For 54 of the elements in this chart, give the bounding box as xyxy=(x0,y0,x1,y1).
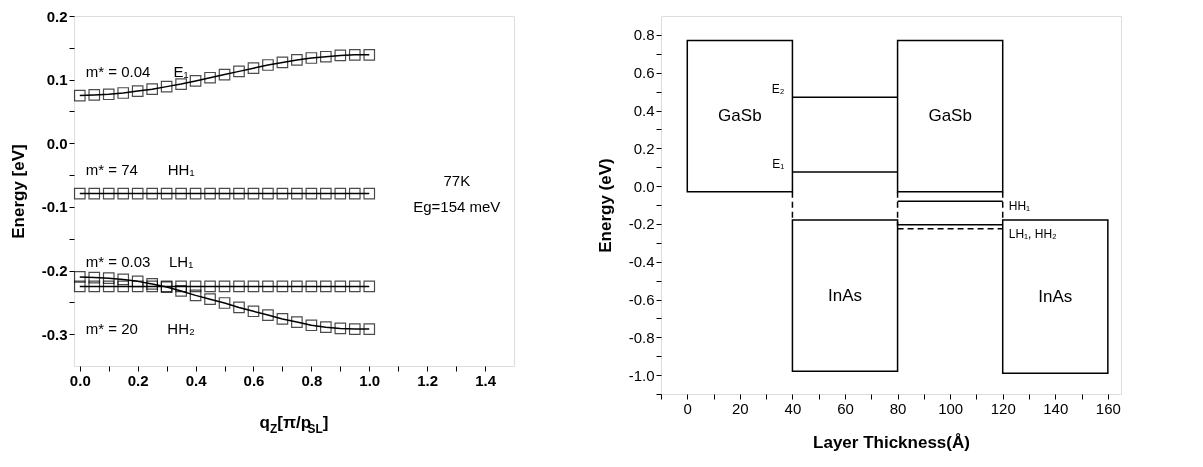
y-tick-label: -0.2 xyxy=(41,262,68,280)
annotation: m* = 0.04 xyxy=(85,62,151,80)
x-tick-label: 40 xyxy=(784,399,802,417)
y-tick-label: -0.8 xyxy=(628,328,655,346)
x-tick-label: 0.2 xyxy=(127,371,149,389)
x-tick-label: 100 xyxy=(938,399,964,417)
y-axis-title: Energy [eV] xyxy=(8,144,28,239)
y-axis-title: Energy (eV) xyxy=(595,158,615,253)
x-tick-label: 20 xyxy=(732,399,749,417)
series-label: HH₁ xyxy=(167,160,195,178)
x-tick-label: 0.8 xyxy=(301,371,323,389)
y-tick-label: -0.6 xyxy=(628,291,655,308)
series-label: HH₁ xyxy=(1008,199,1031,214)
series-label: LH₁ xyxy=(168,253,194,271)
x-tick-label: 80 xyxy=(889,399,907,417)
x-tick-label: 1.2 xyxy=(417,371,439,389)
annotation: m* = 20 xyxy=(85,320,138,338)
text: GaSb xyxy=(928,106,972,126)
y-tick-label: 0.8 xyxy=(633,26,655,44)
x-tick-label: 140 xyxy=(1043,399,1069,417)
y-tick-label: 0.2 xyxy=(46,7,68,25)
y-tick-label: -1.0 xyxy=(628,366,655,384)
series-label: E₂ xyxy=(771,82,785,97)
x-tick-label: 0 xyxy=(683,399,692,417)
x-tick-label: 120 xyxy=(990,399,1016,417)
x-tick-label: 160 xyxy=(1095,399,1121,417)
annotation: m* = 0.03 xyxy=(85,253,151,271)
y-tick-label: -0.4 xyxy=(628,253,655,271)
text: InAs xyxy=(827,285,863,305)
y-tick-label: -0.3 xyxy=(41,325,68,343)
y-tick-label: 0.2 xyxy=(633,139,655,157)
series-label: GaSb xyxy=(718,106,762,126)
x-axis-title: Layer Thickness(Å) xyxy=(813,432,970,452)
y-tick-label: 0.6 xyxy=(633,64,655,82)
y-tick-label: -0.2 xyxy=(628,215,655,233)
x-tick-label: 60 xyxy=(837,399,854,417)
x-tick-label: 0.0 xyxy=(69,371,91,389)
y-tick-label: -0.1 xyxy=(41,198,68,216)
series-label: E₁ xyxy=(772,156,785,171)
x-tick-label: 1.4 xyxy=(475,371,497,389)
y-tick-label: 0.1 xyxy=(46,71,68,89)
text: InAs xyxy=(1038,286,1073,306)
y-tick-label: 0.4 xyxy=(633,102,655,119)
y-tick-label: 0.0 xyxy=(46,134,68,152)
x-tick-label: 0.4 xyxy=(185,371,208,389)
x-tick-label: 0.6 xyxy=(243,371,265,389)
series-label: HH₂ xyxy=(167,320,196,338)
annotation: m* = 74 xyxy=(85,160,138,178)
series-label: E₁ xyxy=(173,62,189,80)
y-tick-label: 0.0 xyxy=(633,177,655,195)
x-tick-label: 1.0 xyxy=(359,371,381,389)
series-label: LH₁, HH₂ xyxy=(1008,226,1058,241)
annotation: 77K xyxy=(443,171,471,189)
annotation: Eg=154 meV xyxy=(413,197,501,215)
